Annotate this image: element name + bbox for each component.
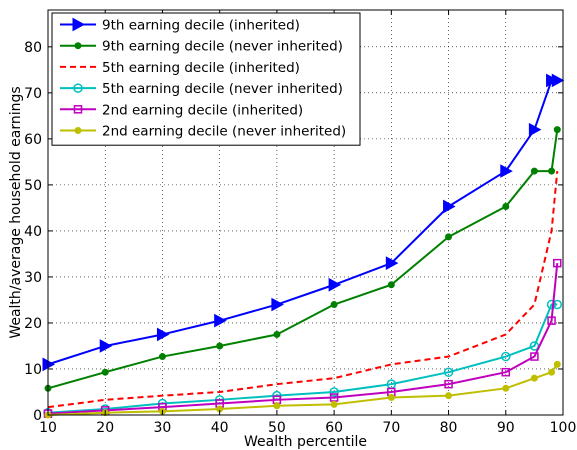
data-point-marker: [387, 281, 395, 289]
data-point-marker: [273, 330, 281, 338]
legend-box: [51, 12, 361, 146]
data-point-marker: [445, 233, 453, 241]
data-point-marker: [444, 379, 453, 389]
x-tick-label: 30: [154, 420, 172, 436]
data-point-marker: [500, 164, 513, 178]
data-point-marker: [501, 367, 511, 377]
y-tick-label: 20: [24, 316, 42, 332]
data-point-marker: [528, 122, 542, 137]
series-line: [47, 170, 559, 409]
data-point-marker: [551, 73, 565, 88]
data-point-marker: [216, 342, 224, 350]
plot-frame: [47, 9, 564, 416]
data-point-marker: [443, 199, 456, 214]
x-tick-label: 90: [497, 420, 515, 436]
data-point-marker: [546, 299, 557, 310]
data-point-marker: [547, 316, 556, 325]
series-1: [42, 73, 565, 372]
data-point-marker: [530, 167, 538, 175]
series-2: [44, 126, 561, 392]
data-point-marker: [271, 297, 284, 312]
data-point-marker: [72, 17, 86, 32]
y-tick-label: 30: [24, 270, 42, 286]
y-tick-label: 60: [24, 132, 42, 148]
data-point-marker: [530, 352, 539, 361]
data-point-marker: [445, 392, 453, 400]
legend-item: 9th earning decile (inherited): [60, 18, 300, 34]
series-line: [47, 79, 558, 366]
data-point-marker: [553, 258, 562, 268]
data-point-marker: [328, 277, 342, 292]
series-3: [47, 170, 559, 409]
legend-item: 5th earning decile (never inherited): [60, 81, 343, 97]
data-point-marker: [530, 374, 538, 382]
data-point-marker: [553, 360, 561, 368]
x-tick-label: 50: [268, 420, 286, 436]
data-point-marker: [330, 400, 338, 408]
data-point-marker: [73, 105, 83, 114]
y-tick-label: 70: [24, 86, 42, 102]
data-point-marker: [273, 402, 281, 410]
legend: 9th earning decile (inherited) 9th earnin…: [51, 12, 361, 146]
data-point-marker: [548, 167, 556, 175]
data-point-marker: [99, 339, 113, 353]
legend-item: 2nd earning decile (never inherited): [60, 124, 346, 140]
data-point-marker: [74, 42, 82, 50]
data-point-marker: [502, 384, 510, 392]
legend-item: 5th earning decile (inherited): [60, 60, 300, 76]
data-point-marker: [158, 353, 166, 361]
data-point-marker: [443, 367, 454, 377]
legend-label: 9th earning decile (inherited): [102, 18, 300, 34]
x-tick-label: 60: [325, 420, 343, 436]
series-6: [44, 360, 561, 419]
x-tick-label: 40: [211, 420, 229, 436]
data-point-marker: [385, 256, 399, 270]
data-point-marker: [74, 127, 82, 134]
x-axis-label: Wealth percentile: [244, 434, 367, 450]
data-point-marker: [548, 368, 556, 376]
data-point-marker: [501, 351, 511, 362]
x-tick-label: 80: [440, 420, 458, 436]
series-line: [47, 303, 558, 414]
legend-item: 9th earning decile (never inherited): [60, 39, 343, 55]
data-point-marker: [73, 83, 83, 93]
x-tick-label: 70: [382, 420, 400, 436]
data-point-marker: [502, 203, 510, 211]
y-tick-label: 50: [24, 178, 42, 194]
x-tick-label: 100: [550, 420, 577, 436]
data-point-marker: [329, 387, 339, 397]
y-tick-label: 40: [24, 224, 42, 240]
data-point-marker: [156, 327, 170, 342]
series-layer: [42, 73, 565, 419]
x-tick-label: 10: [39, 420, 57, 436]
legend-label: 9th earning decile (never inherited): [102, 39, 343, 55]
data-point-marker: [553, 126, 561, 134]
y-axis-label: Wealth/average household earnings: [8, 86, 24, 338]
y-tick-label: 80: [24, 40, 42, 56]
data-point-marker: [387, 394, 395, 402]
data-point-marker: [101, 368, 109, 376]
y-tick-label: 0: [33, 408, 42, 424]
legend-label: 5th earning decile (never inherited): [102, 81, 343, 97]
x-tick-label: 20: [96, 420, 114, 436]
legend-label: 2nd earning decile (never inherited): [102, 124, 346, 140]
data-point-marker: [330, 301, 338, 309]
data-point-marker: [214, 313, 227, 328]
legend-label: 5th earning decile (inherited): [102, 60, 300, 76]
series-line: [47, 263, 559, 415]
y-tick-label: 10: [24, 362, 42, 378]
legend-label: 2nd earning decile (inherited): [102, 102, 303, 118]
legend-item: 2nd earning decile (inherited): [60, 102, 303, 118]
